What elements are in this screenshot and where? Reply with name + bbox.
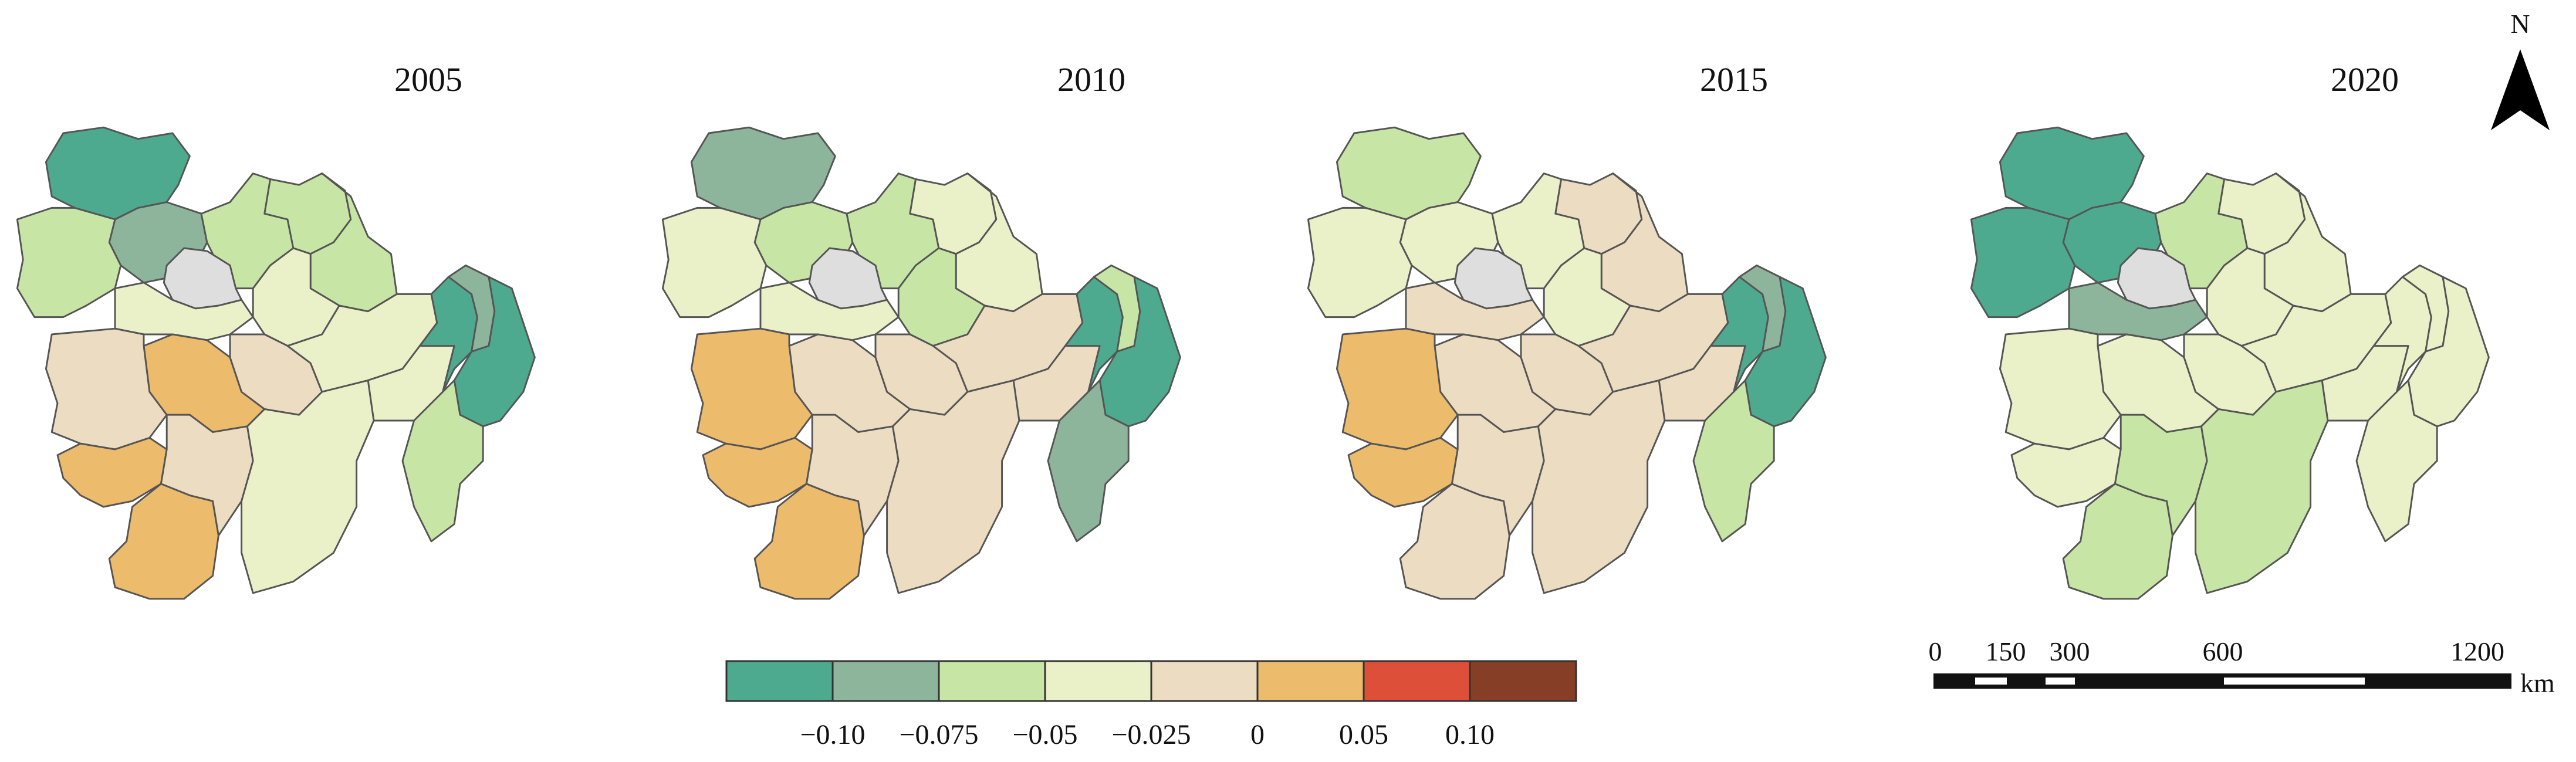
legend-swatch-cream xyxy=(1044,660,1152,702)
map-panel-2005 xyxy=(16,126,536,600)
region-se1 xyxy=(886,379,1020,594)
region-s2 xyxy=(2114,414,2208,537)
scale-bar-segment-300 xyxy=(2046,678,2075,685)
map-panel-2015 xyxy=(1307,126,1827,600)
scale-label-600: 600 xyxy=(2203,636,2243,666)
panel-year-label: 2005 xyxy=(394,60,462,99)
scale-bar: 0 150 300 600 1200 km xyxy=(1929,636,2555,698)
region-w xyxy=(16,206,122,319)
legend-swatch-ltgreen xyxy=(938,660,1046,702)
region-se1 xyxy=(2195,379,2329,594)
legend-tick-label: 0 xyxy=(1250,719,1265,750)
region-s2 xyxy=(160,414,254,537)
legend-ticks: −0.10 −0.075 −0.05 −0.025 0 0.05 0.10 xyxy=(800,719,1495,750)
region-se1 xyxy=(241,379,375,594)
region-e4 xyxy=(1692,379,1775,543)
legend-tick-label: −0.05 xyxy=(1012,719,1077,750)
north-arrow: N xyxy=(2491,9,2550,130)
north-arrow-icon xyxy=(2491,49,2550,130)
legend-swatch-orange xyxy=(1256,660,1365,702)
panel-year-label: 2020 xyxy=(2331,60,2399,99)
region-e4 xyxy=(1047,379,1130,543)
legend-swatch-tan xyxy=(1150,660,1259,702)
region-e4 xyxy=(2355,379,2438,543)
color-legend: −0.10 −0.075 −0.05 −0.025 0 0.05 0.10 xyxy=(725,660,1577,750)
region-se1 xyxy=(1532,379,1666,594)
legend-swatch-teal xyxy=(725,660,834,702)
legend-swatch-red xyxy=(1363,660,1471,702)
region-s2 xyxy=(1451,414,1545,537)
panel-year-label: 2015 xyxy=(1700,60,1768,99)
legend-tick-label: −0.025 xyxy=(1111,719,1191,750)
legend-tick-label: 0.05 xyxy=(1339,719,1388,750)
scale-label-300: 300 xyxy=(2050,636,2090,666)
legend-swatch-sage xyxy=(831,660,940,702)
legend-tick-label: −0.075 xyxy=(899,719,978,750)
region-w xyxy=(1307,206,1413,319)
scale-label-1200: 1200 xyxy=(2450,636,2504,666)
scale-bar-body xyxy=(1933,673,2511,689)
scale-bar-segment-600 xyxy=(2224,678,2365,685)
region-s2 xyxy=(805,414,900,537)
region-w xyxy=(1970,206,2076,319)
legend-swatch-brown xyxy=(1469,660,1577,702)
map-panel-2020 xyxy=(1970,126,2490,600)
map-panels: 2005 2010 2015 2020 xyxy=(16,60,2490,600)
panel-year-label: 2010 xyxy=(1057,60,1125,99)
map-panel-2010 xyxy=(661,126,1181,600)
scale-unit: km xyxy=(2520,668,2555,698)
legend-tick-label: −0.10 xyxy=(800,719,865,750)
region-w xyxy=(661,206,768,319)
north-arrow-label: N xyxy=(2510,9,2530,39)
scale-bar-segment-150 xyxy=(1975,678,2007,685)
scale-label-0: 0 xyxy=(1929,636,1942,666)
legend-tick-label: 0.10 xyxy=(1445,719,1495,750)
legend-swatches xyxy=(725,660,1577,702)
region-e4 xyxy=(401,379,484,543)
scale-label-150: 150 xyxy=(1986,636,2026,666)
